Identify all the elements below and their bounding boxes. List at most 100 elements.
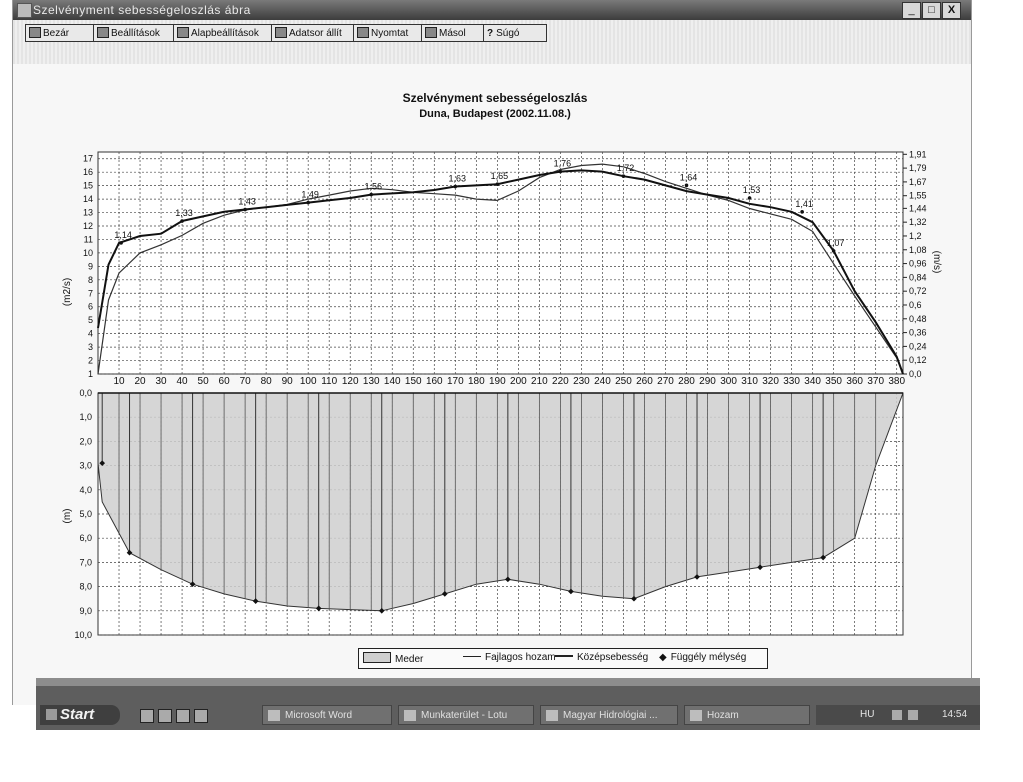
title-bar[interactable]: Szelvényment sebességeloszlás ábra _ □ X: [13, 0, 971, 20]
close-app-label: Bezár: [43, 28, 70, 39]
legend-item-hozam: Fajlagos hozam: [463, 652, 556, 663]
y-right-axis-label: (m/s): [931, 251, 942, 274]
print-label: Nyomtat: [371, 28, 409, 39]
velocity-point: [800, 210, 804, 214]
close-app-button[interactable]: Bezár: [25, 24, 95, 42]
depth-marker: [441, 591, 448, 597]
x-tick-label: 190: [489, 376, 506, 387]
y-right-tick-label: 0,0: [909, 369, 922, 379]
x-tick-label: 240: [594, 376, 611, 387]
tray-network-icon[interactable]: [908, 710, 918, 720]
x-tick-label: 360: [846, 376, 863, 387]
taskbar-edge: [36, 678, 980, 686]
print-button[interactable]: Nyomtat: [353, 24, 423, 42]
defaults-label: Alapbeállítások: [191, 28, 259, 39]
velocity-label: 1,14: [114, 230, 132, 240]
depth-marker: [99, 460, 106, 467]
legend-item-melyseg: ◆ Függély mélység: [659, 652, 746, 663]
y-right-tick-label: 0,6: [909, 300, 922, 310]
y-left-axis-label: (m2/s): [62, 278, 73, 306]
x-tick-label: 30: [155, 376, 167, 387]
task-lotus-label: Munkaterület - Lotu: [421, 710, 508, 721]
quicklaunch-media-icon[interactable]: [176, 709, 190, 723]
quicklaunch-outlook-icon[interactable]: [158, 709, 172, 723]
velocity-label: 1,33: [175, 208, 193, 218]
minimize-button[interactable]: _: [902, 2, 921, 19]
y-right-tick-label: 1,91: [909, 149, 927, 159]
tray-lang[interactable]: HU: [860, 709, 875, 720]
start-label: Start: [60, 706, 95, 723]
velocity-label: 1,07: [827, 238, 845, 248]
y-left-tick-label: 14: [83, 194, 93, 204]
x-tick-label: 270: [657, 376, 674, 387]
depth-marker: [505, 576, 511, 583]
word-icon: [268, 710, 280, 721]
y-left-tick-label: 8: [88, 275, 93, 285]
task-word[interactable]: Microsoft Word: [262, 705, 392, 725]
close-button[interactable]: X: [942, 2, 961, 19]
task-word-label: Microsoft Word: [285, 710, 353, 721]
depth-tick-label: 3,0: [79, 461, 92, 471]
depth-tick-label: 4,0: [79, 485, 92, 495]
task-browser[interactable]: Magyar Hidrológiai ...: [540, 705, 678, 725]
velocity-label: 1,56: [364, 182, 382, 192]
velocity-point: [831, 249, 836, 253]
velocity-point: [747, 196, 752, 200]
depth-marker: [820, 554, 826, 561]
chart-subtitle: Duna, Budapest (2002.11.08.): [419, 108, 571, 120]
velocity-label: 1,49: [301, 190, 319, 200]
depth-tick-label: 2,0: [79, 436, 92, 446]
depth-marker: [631, 595, 637, 602]
taskbar: Start Microsoft Word Munkaterület - Lotu…: [36, 678, 980, 730]
y-right-tick-label: 0,36: [909, 328, 927, 338]
depth-tick-label: 1,0: [79, 412, 92, 422]
x-tick-label: 70: [240, 376, 252, 387]
legend-label-sebesseg: Középsebesség: [577, 652, 649, 663]
camera-icon: [425, 27, 437, 38]
y-right-tick-label: 0,72: [909, 286, 927, 296]
depth-tick-label: 8,0: [79, 582, 92, 592]
depth-marker: [757, 564, 763, 571]
y-right-tick-label: 1,08: [909, 245, 927, 255]
windows-logo-icon: [46, 709, 57, 720]
velocity-point: [306, 200, 310, 205]
x-tick-label: 170: [447, 376, 464, 387]
x-tick-label: 10: [113, 376, 125, 387]
x-tick-label: 130: [363, 376, 380, 387]
velocity-label: 1,65: [491, 171, 509, 181]
tray-volume-icon[interactable]: [892, 710, 902, 720]
legend-line-hozam: [463, 656, 481, 657]
depth-tick-label: 6,0: [79, 533, 92, 543]
x-tick-label: 160: [426, 376, 443, 387]
quicklaunch-desktop-icon[interactable]: [194, 709, 208, 723]
x-tick-label: 320: [762, 376, 779, 387]
task-lotus[interactable]: Munkaterület - Lotu: [398, 705, 534, 725]
set-series-label: Adatsor állít: [289, 28, 342, 39]
meder-area: [97, 392, 904, 612]
x-tick-label: 290: [699, 376, 716, 387]
task-hozam[interactable]: Hozam: [684, 705, 810, 725]
x-tick-label: 350: [825, 376, 842, 387]
legend-label-hozam: Fajlagos hozam: [485, 652, 556, 663]
help-icon: ?: [487, 28, 494, 39]
door-icon: [29, 27, 41, 38]
help-button[interactable]: ? Súgó: [483, 24, 547, 42]
x-tick-label: 250: [615, 376, 632, 387]
defaults-button[interactable]: Alapbeállítások: [173, 24, 273, 42]
velocity-point: [684, 183, 689, 188]
depth-marker: [694, 574, 700, 580]
x-tick-label: 20: [134, 376, 146, 387]
set-series-button[interactable]: Adatsor állít: [271, 24, 355, 42]
copy-button[interactable]: Másol: [421, 24, 485, 42]
tray-clock: 14:54: [942, 709, 968, 720]
quicklaunch-ie-icon[interactable]: [140, 709, 154, 723]
x-tick-label: 140: [384, 376, 401, 387]
y-right-tick-label: 0,48: [909, 314, 927, 324]
settings-label: Beállítások: [111, 28, 160, 39]
velocity-label: 1,76: [554, 159, 572, 169]
maximize-button[interactable]: □: [922, 2, 941, 19]
start-button[interactable]: Start: [40, 705, 120, 725]
velocity-point: [558, 169, 563, 174]
x-tick-label: 310: [741, 376, 758, 387]
